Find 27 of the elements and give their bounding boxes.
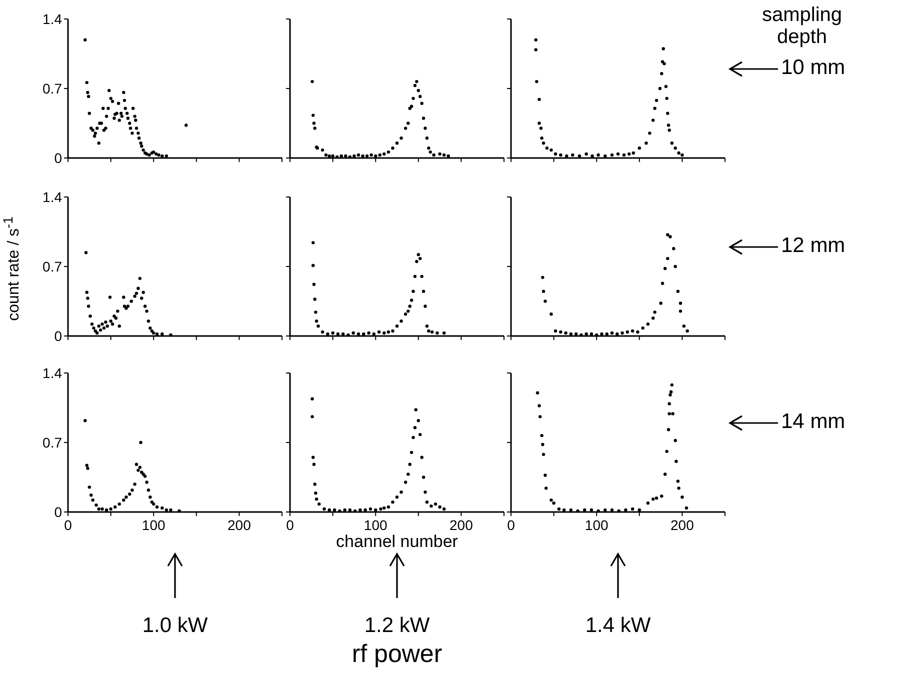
y-tick-label: 0.7 <box>42 258 62 274</box>
x-tick-label: 0 <box>507 517 516 533</box>
text: sampling depth <box>760 4 844 48</box>
x-axis-title: channel number <box>335 532 459 552</box>
x-tick-label: 100 <box>142 517 166 533</box>
text: 1.0 kW <box>141 614 209 638</box>
x-tick-label: 0 <box>286 517 294 533</box>
text: 12 mm <box>781 234 846 258</box>
y-tick-label: 1.4 <box>42 11 62 27</box>
y-tick-label: 0 <box>54 328 62 344</box>
y-tick-label: 1.4 <box>42 365 62 381</box>
y-tick-label: 0.7 <box>42 80 62 96</box>
text: 1.4 kW <box>584 614 652 638</box>
y-tick-label: 0 <box>54 504 62 520</box>
text: rf power <box>350 640 444 669</box>
x-tick-label: 200 <box>450 517 474 533</box>
x-tick-label: 200 <box>670 517 694 533</box>
text: 10 mm <box>781 56 846 80</box>
x-tick-label: 100 <box>364 517 388 533</box>
text: 14 mm <box>781 410 846 434</box>
text: 1.2 kW <box>363 614 431 638</box>
y-tick-label: 0 <box>54 150 62 166</box>
y-tick-label: 1.4 <box>42 189 62 205</box>
y-tick-label: 0.7 <box>42 434 62 450</box>
x-tick-label: 100 <box>584 517 608 533</box>
x-tick-label: 200 <box>228 517 252 533</box>
x-tick-label: 0 <box>64 517 72 533</box>
